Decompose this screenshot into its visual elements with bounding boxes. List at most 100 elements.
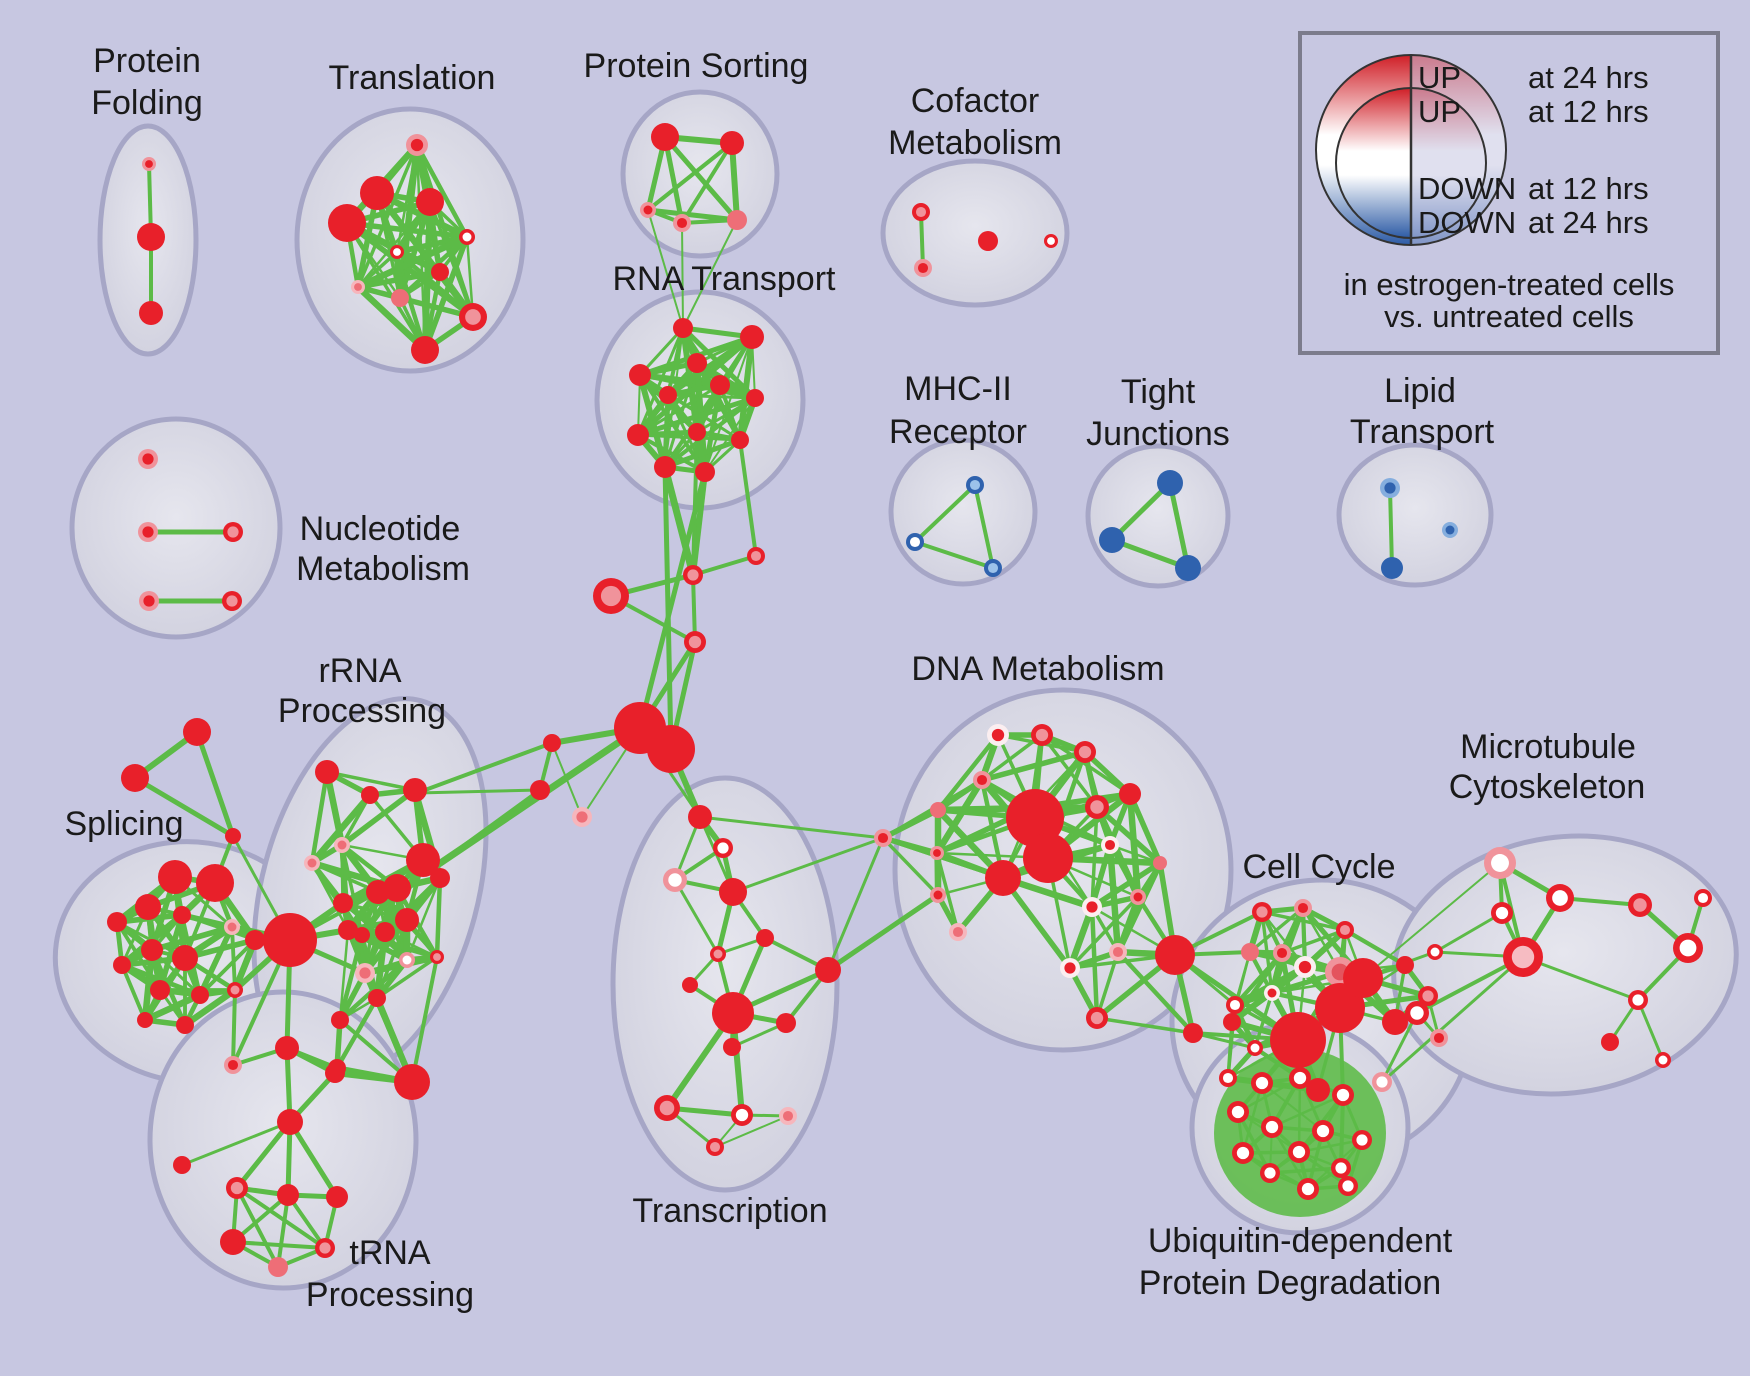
edge-microtubule-cytoskeleton	[1380, 955, 1525, 1084]
edge-mhc-ii-receptor	[913, 540, 995, 570]
network-node-core	[1229, 999, 1241, 1011]
edge-trna-processing	[235, 1186, 280, 1269]
network-node	[756, 929, 774, 947]
edge-translation	[355, 269, 443, 290]
cluster-label: DNA Metabolism	[911, 650, 1164, 688]
edge-ubiquitin-degradation	[1339, 1093, 1345, 1170]
module-ellipse-tight-junctions	[1085, 443, 1231, 589]
edge-rrna-processing	[359, 932, 440, 960]
network-node-core	[643, 205, 653, 215]
edge-protein-sorting	[645, 207, 740, 223]
network-node	[354, 927, 370, 943]
network-node	[277, 1184, 299, 1206]
edge-rrna-processing	[334, 995, 380, 1071]
edge-rna-transport	[635, 395, 758, 438]
edge-microtubule-cytoskeleton	[1636, 998, 1665, 1062]
edge-dna-metabolism	[1127, 791, 1163, 866]
edge-splicing	[141, 991, 204, 1024]
edge-protein-sorting	[646, 141, 734, 212]
edge-trna-processing	[231, 1240, 327, 1250]
network-node-core	[1342, 1180, 1354, 1192]
network-node	[1381, 557, 1403, 579]
network-node	[673, 318, 693, 338]
edge-dna-metabolism	[1089, 842, 1113, 910]
network-node-core	[676, 217, 688, 229]
network-node-core	[659, 1100, 675, 1116]
edge-rrna-processing	[337, 932, 365, 1023]
network-node	[391, 289, 409, 307]
network-node	[139, 301, 163, 325]
legend-time-label: at 12 hrs	[1528, 94, 1649, 129]
network-node	[1155, 935, 1195, 975]
edge-cell-cycle	[1342, 927, 1408, 968]
network-node	[113, 956, 131, 974]
network-node	[629, 364, 651, 386]
edge-transcription	[714, 1115, 789, 1148]
network-node	[395, 908, 419, 932]
cluster-label: Receptor	[889, 413, 1027, 451]
network-node-core	[1078, 745, 1092, 759]
edge-translation	[356, 143, 419, 289]
network-node	[776, 1013, 796, 1033]
network-node-core	[1316, 1124, 1330, 1138]
edge-ubiquitin-degradation	[1261, 1082, 1324, 1132]
network-node	[695, 462, 715, 482]
legend-time-label: at 24 hrs	[1528, 60, 1649, 95]
edge-rrna-processing	[410, 955, 439, 1084]
network-node-core	[976, 774, 988, 786]
network-node	[985, 860, 1021, 896]
edge-dna-metabolism	[1066, 903, 1096, 972]
edge-rna-transport	[663, 361, 699, 469]
network-node-core	[1491, 854, 1509, 872]
edge-connector	[731, 836, 885, 894]
network-node-core	[230, 985, 240, 995]
network-node-core	[1356, 1134, 1368, 1146]
network-node	[1315, 983, 1365, 1033]
network-node	[1382, 1009, 1408, 1035]
edge-rna-transport	[662, 437, 743, 470]
network-node	[647, 725, 695, 773]
edge-rna-transport	[737, 334, 755, 443]
network-node-core	[230, 1181, 244, 1195]
edge-connector	[682, 219, 738, 329]
edge-connector	[698, 815, 885, 840]
cluster-label: Cytoskeleton	[1449, 768, 1646, 806]
network-node-core	[1511, 945, 1535, 969]
legend-footer-label: in estrogen-treated cells	[1344, 267, 1675, 302]
edge-dna-metabolism	[1115, 894, 1141, 955]
cluster-label: Nucleotide	[300, 510, 461, 548]
edge-rrna-processing	[405, 876, 442, 962]
network-node	[416, 188, 444, 216]
network-node	[173, 906, 191, 924]
network-node	[431, 263, 449, 281]
edge-dna-metabolism	[1094, 804, 1163, 866]
network-node	[383, 874, 411, 902]
edge-dna-metabolism	[1095, 1016, 1195, 1035]
module-ellipse-lipid-transport	[1336, 442, 1494, 588]
edge-cell-cycle	[1280, 928, 1347, 955]
network-node-core	[1231, 1105, 1245, 1119]
edge-protein-sorting	[729, 140, 740, 223]
network-node-core	[1256, 906, 1268, 918]
edge-rna-transport	[662, 392, 671, 470]
network-node	[368, 989, 386, 1007]
edge-rna-transport	[636, 433, 707, 474]
network-node-core	[1035, 728, 1049, 742]
network-node	[176, 1016, 194, 1034]
edge-rrna-processing	[375, 955, 439, 1000]
network-node-core	[1335, 1162, 1347, 1174]
network-node	[1119, 783, 1141, 805]
edge-lipid-transport	[1388, 486, 1394, 570]
network-node-core	[713, 949, 723, 959]
network-node	[191, 986, 209, 1004]
edge-rrna-processing	[308, 791, 374, 867]
network-node	[627, 424, 649, 446]
network-node	[360, 176, 394, 210]
network-node-core	[709, 1141, 721, 1153]
legend-direction-label: DOWN	[1418, 205, 1516, 240]
network-node-core	[1090, 1011, 1104, 1025]
network-node-core	[952, 926, 964, 938]
network-node	[1601, 1033, 1619, 1051]
network-node	[331, 1011, 349, 1029]
